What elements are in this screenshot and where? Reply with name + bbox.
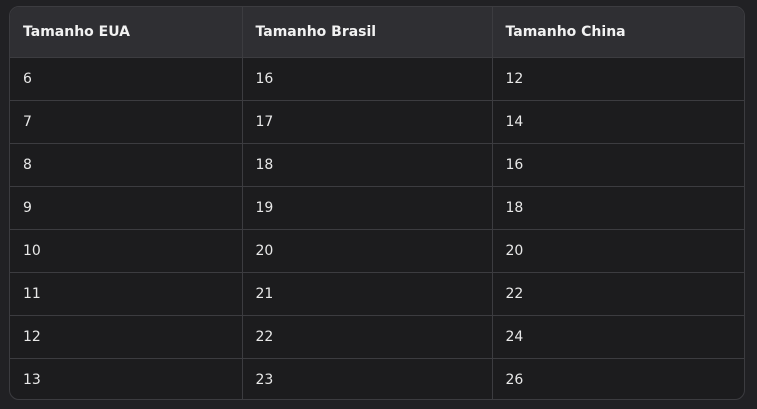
table-cell: 6: [10, 57, 243, 101]
table-cell: 16: [492, 143, 744, 187]
table-row: 7 17 14: [10, 100, 744, 144]
header-cell: Tamanho China: [492, 7, 744, 58]
table-cell: 7: [10, 100, 243, 144]
table-row: 6 16 12: [10, 57, 744, 101]
table-row: 10 20 20: [10, 229, 744, 273]
table-cell: 9: [10, 186, 243, 230]
table-cell: 20: [242, 229, 493, 273]
table-cell: 18: [492, 186, 744, 230]
table-cell: 12: [492, 57, 744, 101]
table-cell: 14: [492, 100, 744, 144]
table-row: 9 19 18: [10, 186, 744, 230]
table-row: 13 23 26: [10, 358, 744, 399]
header-cell: Tamanho Brasil: [242, 7, 493, 58]
table-cell: 20: [492, 229, 744, 273]
header-cell: Tamanho EUA: [10, 7, 243, 58]
table-cell: 18: [242, 143, 493, 187]
table-cell: 24: [492, 315, 744, 359]
table-cell: 23: [242, 358, 493, 399]
table-cell: 26: [492, 358, 744, 399]
table-cell: 19: [242, 186, 493, 230]
table-cell: 17: [242, 100, 493, 144]
table-cell: 22: [492, 272, 744, 316]
table-cell: 10: [10, 229, 243, 273]
table-cell: 16: [242, 57, 493, 101]
size-table: Tamanho EUA Tamanho Brasil Tamanho China 6…: [10, 7, 744, 399]
table-row: 8 18 16: [10, 143, 744, 187]
table-cell: 22: [242, 315, 493, 359]
table-cell: 12: [10, 315, 243, 359]
table-row: 11 21 22: [10, 272, 744, 316]
table-row: 12 22 24: [10, 315, 744, 359]
header-row: Tamanho EUA Tamanho Brasil Tamanho China: [10, 7, 744, 58]
table-cell: 8: [10, 143, 243, 187]
table-cell: 11: [10, 272, 243, 316]
table-body: 6 16 12 7 17 14 8 18 16 9 19 18 10 20 20 11 21 22 12 22 24 13…: [10, 57, 744, 399]
table-cell: 13: [10, 358, 243, 399]
table-container: Tamanho EUA Tamanho Brasil Tamanho China 6…: [9, 6, 745, 400]
table-cell: 21: [242, 272, 493, 316]
